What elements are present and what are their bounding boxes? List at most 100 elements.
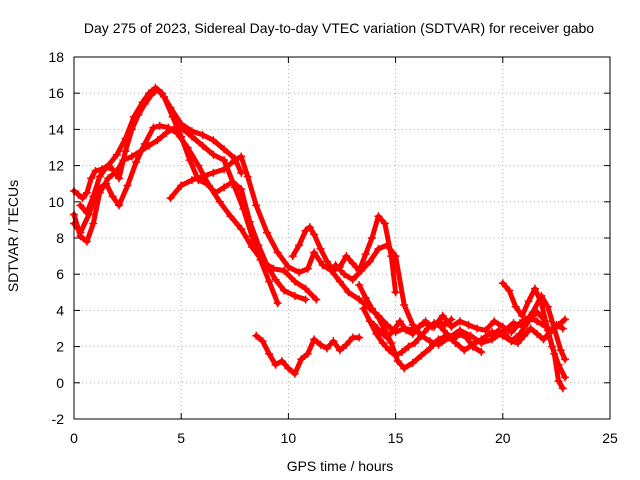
series-arc-10 (252, 331, 364, 378)
data-point (310, 230, 319, 239)
data-point (524, 297, 533, 306)
data-point (247, 243, 256, 252)
data-point (280, 266, 289, 275)
data-point (127, 152, 136, 161)
data-point (370, 320, 379, 329)
data-point (134, 110, 143, 119)
data-point (209, 168, 218, 177)
data-point (211, 188, 220, 197)
data-point (455, 329, 464, 338)
data-point (507, 337, 516, 346)
data-point (303, 349, 312, 358)
data-point (301, 226, 310, 235)
data-point (560, 373, 569, 382)
data-point (447, 315, 456, 324)
data-point (552, 320, 561, 329)
data-point (329, 266, 338, 275)
data-point (365, 317, 374, 326)
data-point (115, 201, 124, 210)
data-point (342, 252, 351, 261)
data-point (177, 181, 186, 190)
x-tick-label: 25 (602, 430, 618, 446)
y-tick-label: -2 (52, 411, 65, 427)
y-tick-label: 12 (48, 158, 64, 174)
data-point (112, 150, 121, 159)
series-arc-9 (359, 304, 486, 360)
data-point (89, 219, 98, 228)
data-point (507, 328, 516, 337)
data-point (513, 338, 522, 347)
data-point (301, 284, 310, 293)
data-point (477, 335, 486, 344)
data-point (447, 322, 456, 331)
data-point (316, 244, 325, 253)
data-point (462, 333, 471, 342)
data-point (226, 212, 235, 221)
data-point (400, 300, 409, 309)
data-point (230, 156, 239, 165)
grid-lines (74, 57, 610, 419)
data-point (417, 331, 426, 340)
series-line (71, 123, 319, 302)
data-point (280, 286, 289, 295)
chart-title: Day 275 of 2023, Sidereal Day-to-day VTE… (84, 20, 594, 36)
data-point (335, 346, 344, 355)
data-point (198, 130, 207, 139)
data-point (166, 194, 175, 203)
data-point (102, 179, 111, 188)
data-point (198, 172, 207, 181)
data-point (322, 257, 331, 266)
data-point (526, 324, 535, 333)
data-point (271, 275, 280, 284)
data-point (556, 346, 565, 355)
data-point (87, 174, 96, 183)
data-point (560, 315, 569, 324)
data-point (123, 181, 132, 190)
data-point (228, 177, 237, 186)
data-point (511, 302, 520, 311)
data-point (310, 248, 319, 257)
y-tick-label: 2 (56, 339, 64, 355)
data-point (329, 337, 338, 346)
data-point (400, 364, 409, 373)
data-point (434, 317, 443, 326)
data-point (533, 329, 542, 338)
data-point (245, 217, 254, 226)
data-point (408, 329, 417, 338)
tick-layer: 0 5 10 15 20 25 -2 0 2 4 6 8 10 12 14 16 18 (48, 49, 618, 446)
data-point (335, 277, 344, 286)
data-point (550, 349, 559, 358)
data-point (374, 244, 383, 253)
data-point (322, 344, 331, 353)
data-point (389, 326, 398, 335)
data-point (460, 346, 469, 355)
data-point (153, 85, 162, 94)
data-point (295, 268, 304, 277)
data-point (95, 172, 104, 181)
data-point (295, 241, 304, 250)
data-point (558, 324, 567, 333)
y-tick-label: 0 (56, 375, 64, 391)
data-point (443, 329, 452, 338)
data-point (357, 266, 366, 275)
data-point (277, 357, 286, 366)
data-point (365, 257, 374, 266)
series-arc-3 (70, 121, 321, 304)
data-point (273, 248, 282, 257)
data-point (530, 284, 539, 293)
data-point (310, 335, 319, 344)
data-point (342, 340, 351, 349)
data-point (89, 192, 98, 201)
data-point (273, 299, 282, 308)
data-point (265, 277, 274, 286)
data-point (374, 313, 383, 322)
data-point (344, 288, 353, 297)
data-point (560, 355, 569, 364)
data-point (537, 299, 546, 308)
data-point (237, 224, 246, 233)
data-point (290, 277, 299, 286)
data-point (102, 163, 111, 172)
data-point (421, 317, 430, 326)
data-point (121, 147, 130, 156)
data-point (115, 174, 124, 183)
